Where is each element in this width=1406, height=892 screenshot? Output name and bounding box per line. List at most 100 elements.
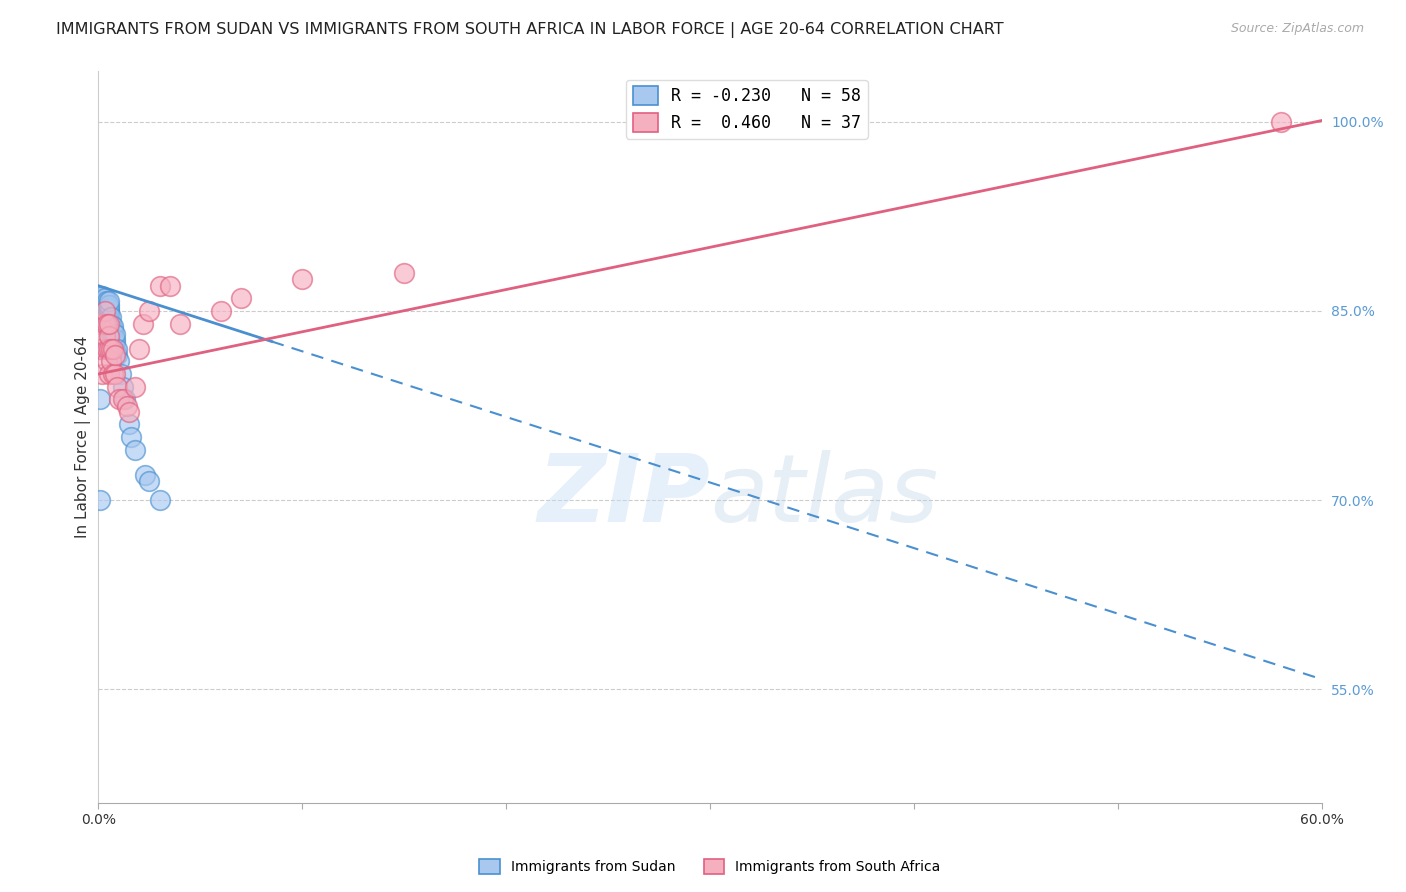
Point bbox=[138, 304, 160, 318]
Point bbox=[97, 314, 120, 328]
Point bbox=[96, 306, 118, 320]
Point bbox=[96, 314, 118, 328]
Point bbox=[159, 278, 181, 293]
Point bbox=[97, 319, 120, 334]
Point bbox=[101, 326, 124, 341]
Point bbox=[111, 392, 134, 407]
Point bbox=[101, 319, 124, 334]
Point bbox=[134, 467, 156, 482]
Point bbox=[149, 493, 172, 508]
Point bbox=[93, 317, 115, 331]
Point bbox=[111, 379, 134, 393]
Point bbox=[96, 304, 118, 318]
Point bbox=[101, 367, 124, 381]
Point bbox=[100, 323, 122, 337]
Point bbox=[96, 301, 118, 316]
Point bbox=[104, 332, 127, 346]
Point bbox=[93, 317, 115, 331]
Point bbox=[101, 342, 124, 356]
Point bbox=[114, 392, 136, 407]
Point bbox=[96, 310, 118, 325]
Text: atlas: atlas bbox=[710, 450, 938, 541]
Point bbox=[100, 354, 122, 368]
Point bbox=[120, 430, 142, 444]
Point bbox=[96, 342, 118, 356]
Point bbox=[118, 417, 141, 432]
Point bbox=[97, 342, 120, 356]
Point bbox=[97, 317, 120, 331]
Point bbox=[104, 342, 127, 356]
Point bbox=[96, 319, 118, 334]
Point bbox=[291, 272, 314, 286]
Text: IMMIGRANTS FROM SUDAN VS IMMIGRANTS FROM SOUTH AFRICA IN LABOR FORCE | AGE 20-64: IMMIGRANTS FROM SUDAN VS IMMIGRANTS FROM… bbox=[56, 22, 1004, 38]
Point bbox=[96, 354, 118, 368]
Point bbox=[100, 317, 122, 331]
Point bbox=[93, 298, 115, 312]
Point bbox=[108, 354, 131, 368]
Point bbox=[104, 335, 127, 350]
Point bbox=[100, 342, 122, 356]
Point bbox=[91, 304, 114, 318]
Point bbox=[149, 278, 172, 293]
Point bbox=[108, 392, 131, 407]
Point bbox=[96, 293, 118, 308]
Point bbox=[97, 317, 120, 331]
Point bbox=[97, 293, 120, 308]
Point bbox=[91, 342, 114, 356]
Point bbox=[97, 323, 120, 337]
Point bbox=[1270, 115, 1292, 129]
Point bbox=[97, 301, 120, 316]
Point bbox=[124, 442, 146, 457]
Point bbox=[124, 379, 146, 393]
Point bbox=[91, 289, 114, 303]
Point bbox=[96, 317, 118, 331]
Point bbox=[96, 298, 118, 312]
Point bbox=[104, 348, 127, 362]
Point bbox=[105, 379, 128, 393]
Point bbox=[97, 306, 120, 320]
Point bbox=[93, 301, 115, 316]
Point bbox=[104, 367, 127, 381]
Point bbox=[104, 326, 127, 341]
Point bbox=[89, 342, 111, 356]
Point bbox=[132, 317, 155, 331]
Point bbox=[93, 293, 115, 308]
Point bbox=[89, 342, 111, 356]
Point bbox=[91, 291, 114, 305]
Point bbox=[97, 304, 120, 318]
Point bbox=[118, 405, 141, 419]
Point bbox=[91, 293, 114, 308]
Point bbox=[231, 291, 253, 305]
Point bbox=[101, 332, 124, 346]
Point bbox=[93, 329, 115, 343]
Point bbox=[93, 291, 115, 305]
Point bbox=[128, 342, 150, 356]
Point bbox=[97, 298, 120, 312]
Point bbox=[105, 342, 128, 356]
Point bbox=[93, 310, 115, 325]
Point bbox=[93, 304, 115, 318]
Point bbox=[89, 317, 111, 331]
Point bbox=[138, 474, 160, 488]
Legend: Immigrants from Sudan, Immigrants from South Africa: Immigrants from Sudan, Immigrants from S… bbox=[474, 854, 946, 880]
Point bbox=[89, 493, 111, 508]
Point bbox=[169, 317, 191, 331]
Text: ZIP: ZIP bbox=[537, 450, 710, 541]
Point bbox=[91, 367, 114, 381]
Point bbox=[89, 392, 111, 407]
Text: Source: ZipAtlas.com: Source: ZipAtlas.com bbox=[1230, 22, 1364, 36]
Point bbox=[100, 319, 122, 334]
Point bbox=[100, 310, 122, 325]
Point bbox=[110, 367, 132, 381]
Point bbox=[101, 323, 124, 337]
Point bbox=[93, 304, 115, 318]
Point bbox=[100, 326, 122, 341]
Point bbox=[105, 348, 128, 362]
Point bbox=[91, 298, 114, 312]
Point bbox=[115, 399, 138, 413]
Y-axis label: In Labor Force | Age 20-64: In Labor Force | Age 20-64 bbox=[76, 336, 91, 538]
Point bbox=[97, 367, 120, 381]
Point bbox=[209, 304, 232, 318]
Point bbox=[97, 310, 120, 325]
Point bbox=[97, 329, 120, 343]
